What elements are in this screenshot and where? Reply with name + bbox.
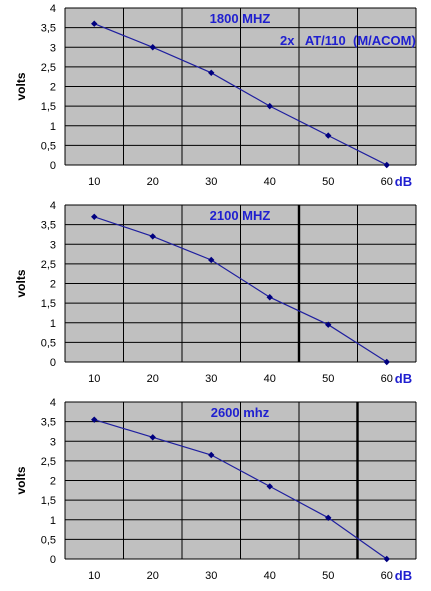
x-tick-label: 10 <box>88 373 100 385</box>
y-tick-label: 3,5 <box>41 417 56 429</box>
x-tick-label: 50 <box>322 570 334 582</box>
y-tick-label: 4 <box>50 200 56 212</box>
data-point <box>208 451 215 459</box>
series-line <box>94 216 388 363</box>
data-point <box>91 416 98 423</box>
chart-1800mhz: 0 0,5 1 1,5 2 2,5 3 3,5 4 10 20 30 40 50 60 dB volts 1800… <box>14 3 417 189</box>
x-tick-label: 10 <box>88 570 100 582</box>
y-tick-label: 2 <box>50 82 56 94</box>
y-tick-label: 2,5 <box>41 456 56 468</box>
data-point <box>208 69 215 76</box>
y-tick-label: 1,5 <box>41 495 56 507</box>
x-tick-label: 20 <box>147 373 159 385</box>
y-axis-label: volts <box>14 466 28 494</box>
y-tick-label: 3 <box>50 42 56 54</box>
chart-annotation: 2x AT/110 (M/ACOM) <box>280 33 416 48</box>
x-axis-label: dB <box>395 174 412 189</box>
x-axis-label: dB <box>395 371 412 386</box>
chart-title: 2100 MHZ <box>210 208 271 223</box>
y-tick-label: 2,5 <box>41 259 56 271</box>
data-point <box>325 321 332 328</box>
y-tick-label: 2 <box>50 279 56 291</box>
y-tick-label: 4 <box>50 397 56 409</box>
y-tick-label: 3,5 <box>41 23 56 35</box>
data-point <box>266 102 273 110</box>
y-tick-label: 2,5 <box>41 62 56 74</box>
data-point <box>266 294 273 301</box>
x-tick-label: 20 <box>147 570 159 582</box>
y-tick-label: 0 <box>50 554 56 566</box>
chart-2600mhz: 0 0,5 1 1,5 2 2,5 3 3,5 4 10 20 30 40 50 60 dB volts 2600… <box>14 397 417 583</box>
chart-2100mhz: 0 0,5 1 1,5 2 2,5 3 3,5 4 10 20 30 40 50 60 dB volts 2100… <box>14 200 417 386</box>
data-point <box>149 434 156 441</box>
chart-title: 2600 mhz <box>211 405 270 420</box>
y-tick-label: 3 <box>50 436 56 448</box>
y-tick-label: 1,5 <box>41 101 56 113</box>
data-point <box>208 256 215 264</box>
x-tick-label: 30 <box>205 176 217 188</box>
x-tick-label: 60 <box>381 176 393 188</box>
data-point <box>325 132 332 139</box>
x-tick-label: 60 <box>381 570 393 582</box>
y-tick-label: 1 <box>50 121 56 133</box>
y-tick-label: 4 <box>50 3 56 15</box>
data-point <box>149 233 156 240</box>
data-point <box>383 161 390 169</box>
x-tick-label: 30 <box>205 570 217 582</box>
y-tick-label: 0 <box>50 357 56 369</box>
y-tick-label: 1 <box>50 515 56 527</box>
x-tick-label: 60 <box>381 373 393 385</box>
x-tick-label: 10 <box>88 176 100 188</box>
data-point <box>149 44 156 51</box>
data-point <box>383 555 390 563</box>
x-tick-label: 50 <box>322 176 334 188</box>
y-tick-label: 1,5 <box>41 298 56 310</box>
y-tick-label: 3 <box>50 239 56 251</box>
data-point <box>91 213 98 220</box>
x-tick-label: 30 <box>205 373 217 385</box>
data-point <box>91 20 98 27</box>
y-tick-label: 3,5 <box>41 220 56 232</box>
y-tick-label: 2 <box>50 476 56 488</box>
x-tick-label: 40 <box>264 373 276 385</box>
y-tick-label: 0 <box>50 160 56 172</box>
y-tick-label: 0,5 <box>41 337 56 349</box>
x-tick-label: 40 <box>264 176 276 188</box>
x-tick-label: 40 <box>264 570 276 582</box>
y-axis-label: volts <box>14 269 28 297</box>
series-line <box>94 419 388 560</box>
chart-title: 1800 MHZ <box>210 11 271 26</box>
x-tick-label: 20 <box>147 176 159 188</box>
x-axis-label: dB <box>395 568 412 583</box>
series-line <box>94 23 388 166</box>
x-tick-label: 50 <box>322 373 334 385</box>
y-tick-label: 1 <box>50 318 56 330</box>
y-tick-label: 0,5 <box>41 140 56 152</box>
y-tick-label: 0,5 <box>41 534 56 546</box>
y-axis-label: volts <box>14 72 28 100</box>
data-point <box>266 483 273 490</box>
data-point <box>383 358 390 366</box>
